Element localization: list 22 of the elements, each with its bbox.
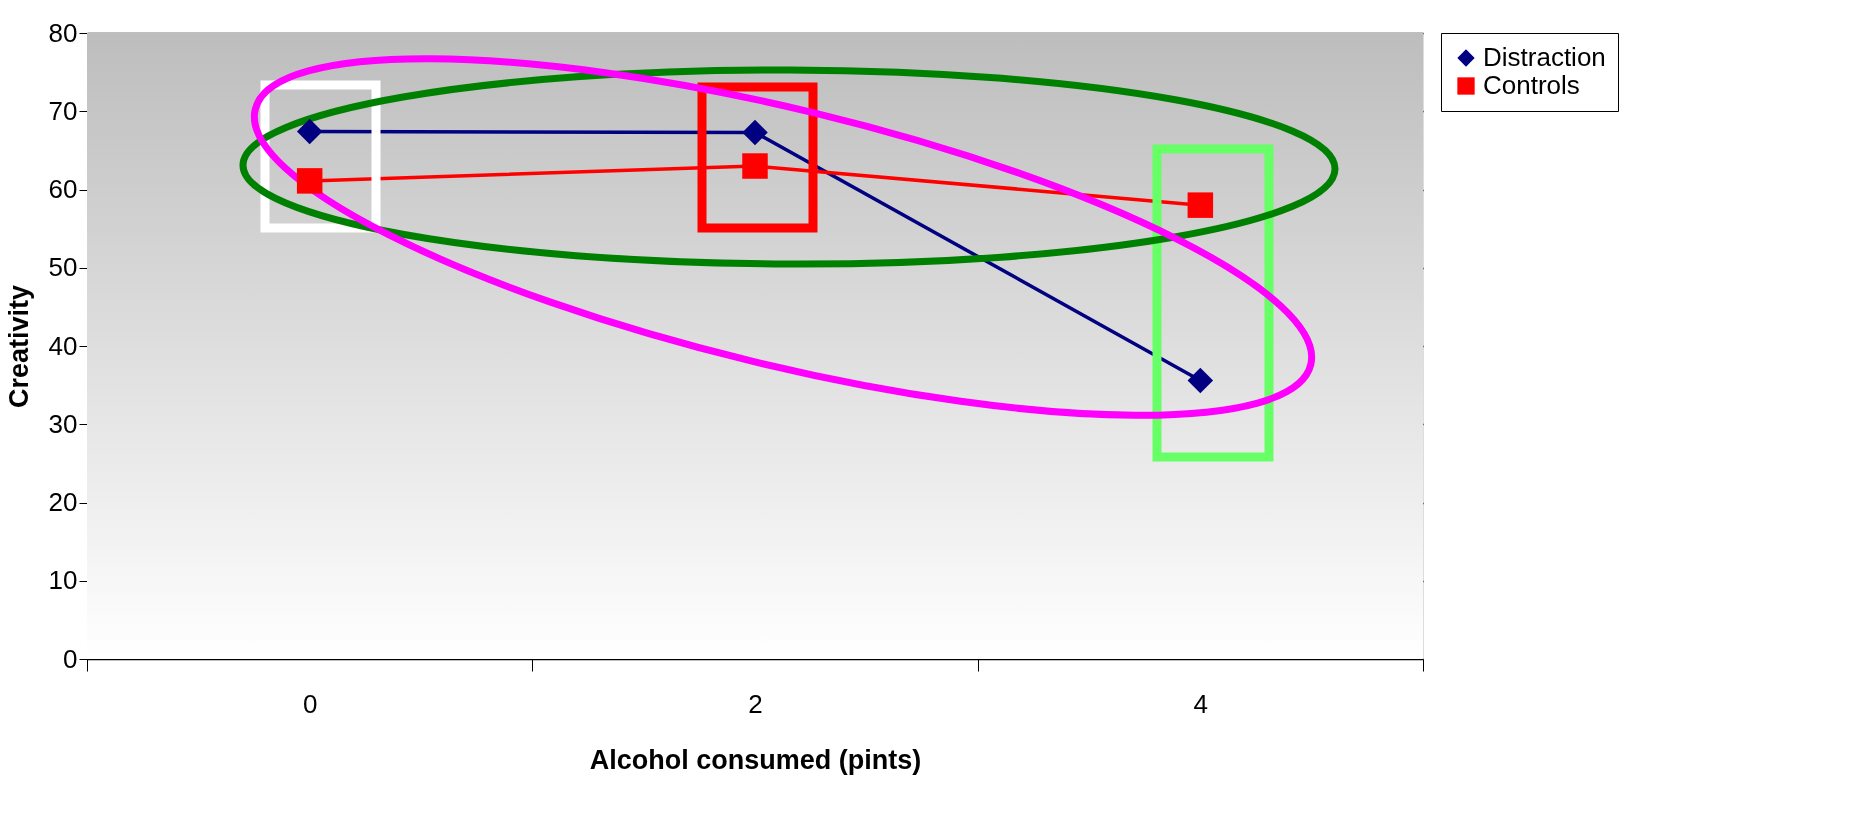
y-tick-label: 70 [48, 95, 78, 126]
point [742, 119, 768, 146]
point [1187, 367, 1214, 394]
x-axis-title: Alcohol consumed (pints) [589, 744, 922, 775]
legend-label: Controls [1483, 70, 1580, 100]
y-tick-label: 20 [48, 487, 78, 517]
y-tick-label: 10 [48, 565, 78, 596]
x-tick-label: 0 [302, 688, 318, 719]
legend-label: Distraction [1483, 42, 1606, 72]
x-tick-label: 4 [1193, 688, 1209, 719]
y-tick-label: 40 [48, 330, 78, 361]
point [742, 153, 768, 179]
point [296, 118, 323, 145]
y-tick-label: 80 [48, 17, 78, 48]
point [1187, 192, 1214, 218]
y-axis-title: Creativity [3, 284, 34, 409]
y-tick-label: 0 [63, 643, 78, 674]
y-tick-label: 30 [48, 408, 78, 439]
point [296, 168, 323, 194]
y-tick-label: 60 [48, 174, 78, 204]
y-tick-label: 50 [48, 252, 78, 283]
x-tick-label: 2 [748, 688, 763, 719]
